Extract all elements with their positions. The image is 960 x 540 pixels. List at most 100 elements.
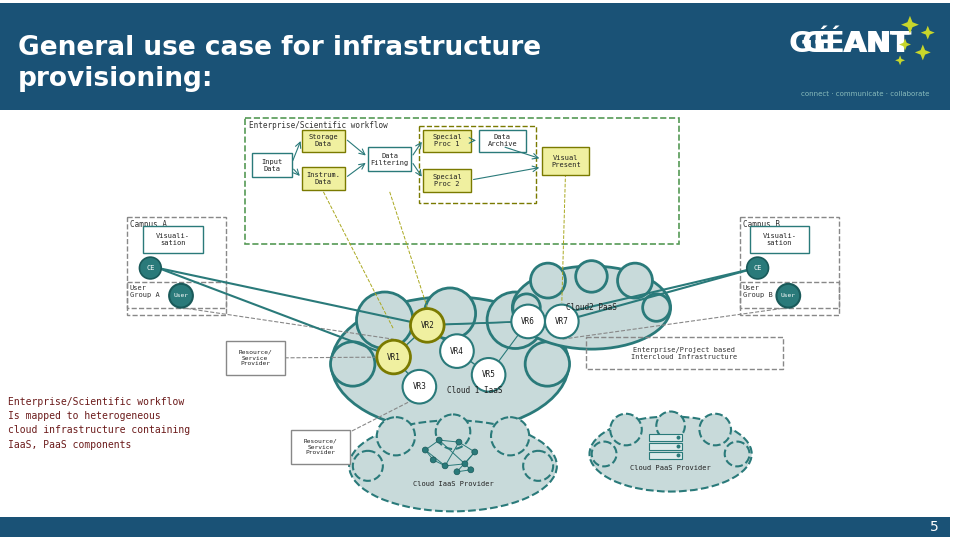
Circle shape [139, 257, 161, 279]
Text: 5: 5 [930, 520, 939, 534]
Circle shape [402, 370, 436, 403]
Circle shape [531, 263, 565, 298]
Text: VR1: VR1 [387, 353, 400, 362]
Circle shape [376, 417, 415, 455]
Circle shape [330, 342, 375, 386]
Circle shape [657, 411, 684, 440]
Text: Data
Filtering: Data Filtering [371, 153, 409, 166]
Bar [301, 167, 346, 190]
Text: Data
Archive: Data Archive [488, 134, 517, 147]
Bar [0, 517, 949, 537]
Text: Visuali-
sation: Visuali- sation [156, 233, 190, 246]
Polygon shape [921, 26, 935, 39]
Circle shape [642, 294, 670, 321]
Text: Storage
Data: Storage Data [308, 134, 338, 147]
Circle shape [169, 284, 193, 308]
Bar [479, 130, 526, 152]
Circle shape [436, 437, 443, 443]
Bar [740, 282, 839, 315]
Circle shape [677, 454, 681, 457]
Circle shape [411, 308, 444, 342]
Text: Enterprise/Project based
Intercloud Infrastructure: Enterprise/Project based Intercloud Infr… [632, 347, 737, 360]
Text: User: User [174, 293, 188, 298]
Circle shape [525, 342, 569, 386]
Text: Cloud PaaS Provider: Cloud PaaS Provider [630, 465, 711, 471]
Bar [301, 130, 346, 152]
Text: Instrum.
Data: Instrum. Data [306, 172, 341, 185]
Circle shape [471, 358, 505, 392]
Bar [143, 226, 203, 253]
Bar [291, 430, 350, 464]
Circle shape [591, 442, 616, 467]
Circle shape [617, 263, 653, 298]
Circle shape [462, 461, 468, 467]
Bar [542, 147, 589, 175]
Text: Campus B: Campus B [743, 220, 780, 228]
Circle shape [471, 449, 478, 455]
Circle shape [611, 414, 642, 445]
Circle shape [677, 436, 681, 440]
Bar [586, 338, 783, 369]
Bar [649, 434, 683, 441]
Circle shape [513, 294, 540, 321]
Text: CE: CE [146, 265, 155, 271]
Bar [420, 126, 536, 202]
Circle shape [545, 305, 579, 338]
Text: Campus A: Campus A [130, 220, 167, 228]
Text: VR7: VR7 [555, 317, 568, 326]
Text: VR2: VR2 [420, 321, 434, 330]
Circle shape [468, 467, 474, 472]
Bar [252, 153, 292, 177]
Text: connect · communicate · collaborate: connect · communicate · collaborate [802, 91, 929, 97]
Polygon shape [900, 38, 911, 50]
Ellipse shape [331, 296, 568, 431]
Circle shape [454, 469, 460, 475]
Bar [649, 443, 683, 450]
Circle shape [356, 292, 413, 348]
Bar [740, 217, 839, 308]
Ellipse shape [513, 266, 671, 349]
Bar [750, 226, 809, 253]
Text: User
Group B: User Group B [743, 285, 773, 298]
Text: VR4: VR4 [450, 347, 464, 356]
Ellipse shape [589, 416, 752, 491]
Circle shape [353, 451, 383, 481]
Bar [0, 3, 949, 110]
Circle shape [377, 340, 411, 374]
Text: VR6: VR6 [521, 317, 535, 326]
Text: Special
Proc 2: Special Proc 2 [432, 174, 462, 187]
Bar [423, 169, 470, 192]
Text: Resource/
Service
Provider: Resource/ Service Provider [303, 438, 337, 455]
Circle shape [443, 463, 448, 469]
Circle shape [487, 292, 543, 348]
Text: GÉANT: GÉANT [802, 30, 912, 58]
Text: Resource/
Service
Provider: Resource/ Service Provider [238, 350, 272, 366]
Text: VR3: VR3 [413, 382, 426, 391]
Text: CE: CE [754, 265, 762, 271]
Circle shape [430, 457, 436, 463]
Circle shape [777, 284, 801, 308]
Circle shape [725, 442, 750, 467]
Circle shape [422, 447, 428, 453]
Circle shape [700, 414, 731, 445]
Circle shape [440, 334, 474, 368]
Bar [423, 130, 470, 152]
Text: Visuali-
sation: Visuali- sation [762, 233, 797, 246]
Text: Cloud IaaS Provider: Cloud IaaS Provider [413, 481, 493, 487]
Bar [368, 147, 412, 171]
Text: GÉ ANT: GÉ ANT [789, 30, 910, 58]
Text: provisioning:: provisioning: [18, 66, 213, 92]
Text: User: User [780, 293, 796, 298]
Bar [649, 452, 683, 459]
Circle shape [523, 451, 553, 481]
Text: Cloud 1 IaaS: Cloud 1 IaaS [447, 386, 502, 395]
Polygon shape [895, 56, 905, 65]
Text: Enterprise/Scientific workflow
Is mapped to heterogeneous
cloud infrastructure c: Enterprise/Scientific workflow Is mapped… [8, 396, 190, 450]
Ellipse shape [349, 420, 557, 511]
Bar [246, 118, 679, 244]
Circle shape [677, 444, 681, 449]
Bar [226, 341, 285, 375]
Text: Cloud2 PaaS: Cloud2 PaaS [566, 303, 617, 312]
Circle shape [456, 439, 462, 445]
Text: Special
Proc 1: Special Proc 1 [432, 134, 462, 147]
